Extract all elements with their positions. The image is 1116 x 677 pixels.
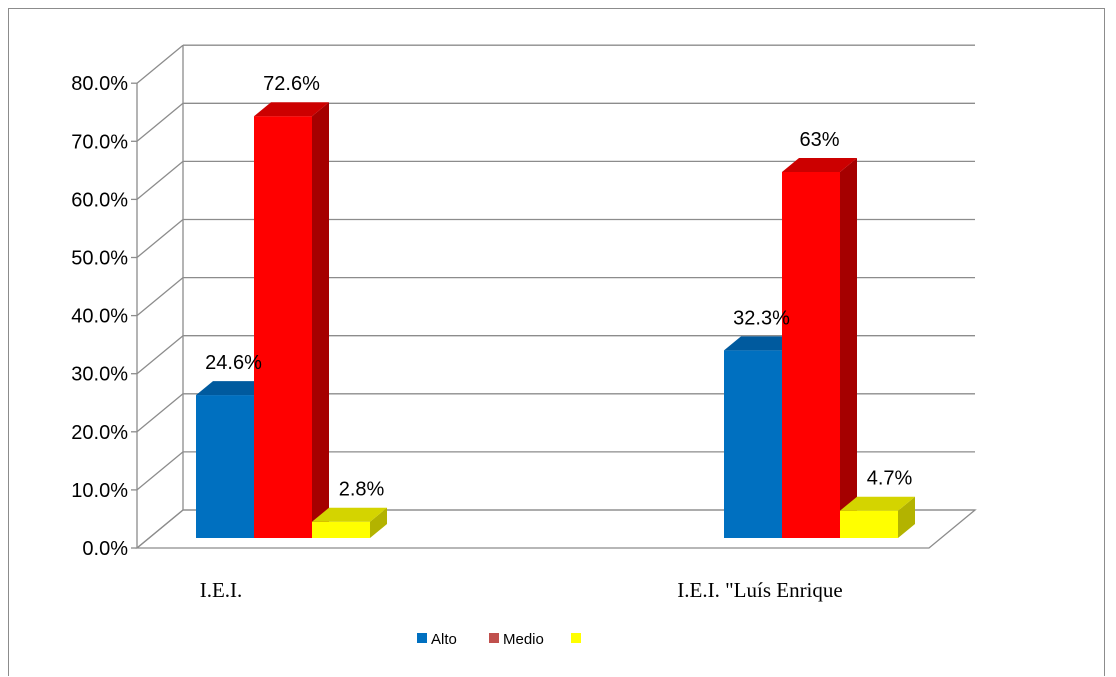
category-label: I.E.I. "Luís Enrique bbox=[677, 578, 842, 602]
y-tick-label: 20.0% bbox=[71, 422, 128, 444]
data-label: 2.8% bbox=[339, 479, 385, 501]
legend-label: Medio bbox=[503, 631, 544, 648]
gridline-side bbox=[136, 44, 184, 84]
bar-top bbox=[724, 336, 799, 351]
y-axis-ticks: 0.0% 10.0% 20.0% 30.0% 40.0% 50.0% 60.0% 70.0% 8… bbox=[71, 73, 128, 560]
legend-item: Alto bbox=[417, 631, 457, 648]
bar-top bbox=[312, 507, 387, 522]
bar-front bbox=[724, 350, 782, 538]
legend-swatch bbox=[571, 633, 581, 643]
category-label: I.E.I. bbox=[200, 578, 243, 602]
data-label: 72.6% bbox=[263, 73, 320, 95]
y-tick-label: 60.0% bbox=[71, 189, 128, 211]
bar-front bbox=[254, 116, 312, 538]
data-label: 24.6% bbox=[205, 352, 262, 374]
legend-label: Alto bbox=[431, 631, 457, 648]
gridline-side bbox=[136, 218, 184, 259]
bar-front bbox=[312, 521, 370, 538]
gridline-side bbox=[136, 335, 184, 375]
y-tick-label: 70.0% bbox=[71, 131, 128, 153]
bar-front bbox=[196, 395, 254, 538]
y-tick-label: 80.0% bbox=[71, 73, 128, 95]
bar-top bbox=[196, 381, 271, 396]
y-tick-label: 50.0% bbox=[71, 248, 128, 270]
data-label: 32.3% bbox=[733, 307, 790, 329]
bars bbox=[196, 102, 915, 538]
bar-top bbox=[782, 157, 857, 172]
bar-side bbox=[370, 507, 387, 538]
gridline-side bbox=[136, 160, 184, 200]
bar-medio bbox=[254, 102, 329, 538]
y-tick-label: 30.0% bbox=[71, 364, 128, 386]
bar-medio bbox=[782, 157, 857, 538]
chart-frame bbox=[8, 8, 1105, 676]
data-labels: 24.6% 72.6% 2.8% 32.3% 63% 4.7% bbox=[205, 73, 912, 501]
bar-front bbox=[840, 510, 898, 538]
category-labels: I.E.I. I.E.I. "Luís Enrique bbox=[200, 578, 843, 602]
data-label: 4.7% bbox=[867, 468, 913, 490]
bar-side bbox=[898, 496, 915, 538]
y-tick-label: 40.0% bbox=[71, 306, 128, 328]
bar-series-3 bbox=[312, 507, 387, 538]
legend-item bbox=[571, 633, 581, 643]
bar-front bbox=[782, 171, 840, 538]
gridline-side bbox=[136, 277, 184, 317]
y-tick-label: 10.0% bbox=[71, 480, 128, 502]
bar-top bbox=[840, 496, 915, 511]
legend-swatch bbox=[489, 633, 499, 643]
gridline-side bbox=[136, 451, 184, 491]
bar-series-3 bbox=[840, 496, 915, 538]
y-tick-label: 0.0% bbox=[82, 538, 128, 560]
data-label: 63% bbox=[799, 129, 839, 151]
legend: Alto Medio bbox=[417, 631, 581, 648]
bar-side bbox=[312, 102, 329, 538]
chart-floor bbox=[135, 509, 977, 549]
bar-side bbox=[840, 157, 857, 538]
legend-item: Medio bbox=[489, 631, 544, 648]
legend-swatch bbox=[417, 633, 427, 643]
bar-top bbox=[254, 102, 329, 117]
gridline-side bbox=[136, 393, 184, 433]
gridline-side bbox=[136, 102, 184, 142]
